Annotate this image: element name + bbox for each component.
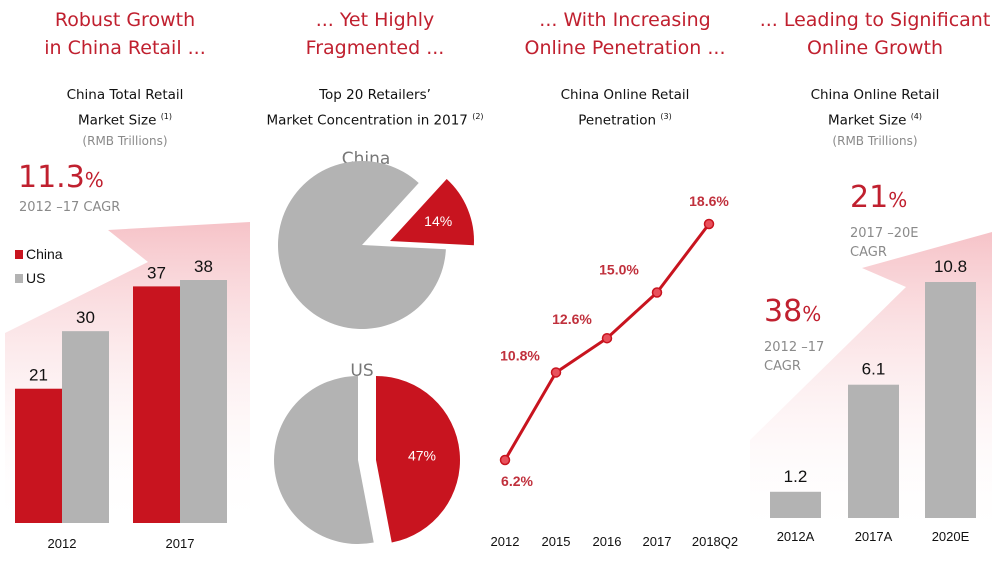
pie-slice-china-other (278, 161, 446, 330)
pie-slice-us-top-20 (376, 376, 461, 543)
bar-2012A (770, 491, 821, 518)
cagr-value: 11.3% (18, 160, 104, 195)
data-point (601, 332, 613, 344)
headline: Robust Growth in China Retail ... (44, 9, 206, 59)
chart-penetration: 6.2% 2012 10.8% 2015 12.6% 2016 15.0% 2017 18.6%… (491, 193, 739, 549)
data-label: 18.6% (689, 193, 729, 209)
pie-label: 47% (408, 448, 436, 464)
x-tick-label: 2017 (643, 534, 672, 549)
panel-penetration: 6.2% 2012 10.8% 2015 12.6% 2016 15.0% 2017 18.6%… (491, 0, 750, 562)
data-label: 6.2% (501, 473, 533, 489)
chart-total-retail: 21 30 2012 37 38 2017 China US (5, 222, 250, 551)
cagr-2017-20-value: 21% (850, 180, 908, 215)
chart-online-size: 1.2 2012A 6.1 2017A 10.8 2020E (750, 232, 992, 544)
data-label: 37 (147, 263, 166, 282)
data-label: 30 (76, 308, 95, 327)
panel-china-retail: 21 30 2012 37 38 2017 China US Robust Growth in… (0, 0, 250, 562)
bar-us-2012 (62, 331, 109, 523)
legend-label: China (26, 246, 63, 262)
data-label: 1.2 (784, 467, 808, 486)
cagr-label: 2012 –17 CAGR (19, 200, 121, 215)
data-label: 6.1 (862, 360, 886, 379)
x-tick-label: 2015 (542, 534, 571, 549)
cagr-2012-17-label: 2012 –17 CAGR (764, 340, 825, 374)
x-tick-label: 2018Q2 (692, 534, 738, 549)
x-tick-label: 2017 (166, 536, 195, 551)
legend-swatch-china (15, 250, 23, 259)
data-label: 10.8 (934, 257, 967, 276)
panel-fragmented: China 14% US 47% ... Yet Highly Fragmented … (250, 0, 500, 562)
x-tick-label: 2012 (491, 534, 520, 549)
data-point (703, 218, 715, 230)
headline: ... Leading to Significant Online Growth (759, 9, 991, 59)
bar-china-2017 (133, 286, 180, 523)
pie-slice-us-other (274, 376, 374, 544)
data-point (499, 454, 511, 466)
subtitle: Top 20 Retailers’ Market Concentration i… (266, 87, 484, 129)
data-label: 12.6% (552, 311, 592, 327)
bar-us-2017 (180, 280, 227, 523)
legend-swatch-us (15, 274, 23, 283)
x-tick-label: 2017A (855, 529, 893, 544)
headline: ... Yet Highly Fragmented ... (305, 9, 445, 59)
data-label: 15.0% (599, 262, 639, 278)
data-point (651, 287, 663, 298)
data-label: 21 (29, 366, 48, 385)
headline: ... With Increasing Online Penetration .… (524, 9, 726, 59)
data-point (550, 367, 562, 378)
x-tick-label: 2020E (932, 529, 970, 544)
data-label: 10.8% (500, 347, 540, 363)
data-label: 38 (194, 257, 213, 276)
x-tick-label: 2012 (48, 536, 77, 551)
x-tick-label: 2016 (593, 534, 622, 549)
cagr-2017-20-label: 2017 –20E CAGR (850, 226, 919, 260)
subtitle: China Online Retail Market Size (4) (RMB… (810, 87, 940, 148)
pie-title-us: US (350, 361, 373, 381)
bar-2017A (848, 384, 899, 518)
x-tick-label: 2012A (777, 529, 815, 544)
cagr-2012-17-value: 38% (764, 294, 822, 329)
bar-china-2012 (15, 388, 62, 523)
bar-2020E (925, 282, 976, 518)
pie-label: 14% (424, 213, 452, 229)
panel-online-growth: 1.2 2012A 6.1 2017A 10.8 2020E ... Leading to… (750, 0, 1000, 562)
legend-label: US (26, 270, 45, 286)
pie-slice-china-top-20 (390, 179, 474, 246)
subtitle: China Total Retail Market Size (1) (RMB … (66, 87, 184, 148)
subtitle: China Online Retail Penetration (3) (560, 87, 690, 129)
